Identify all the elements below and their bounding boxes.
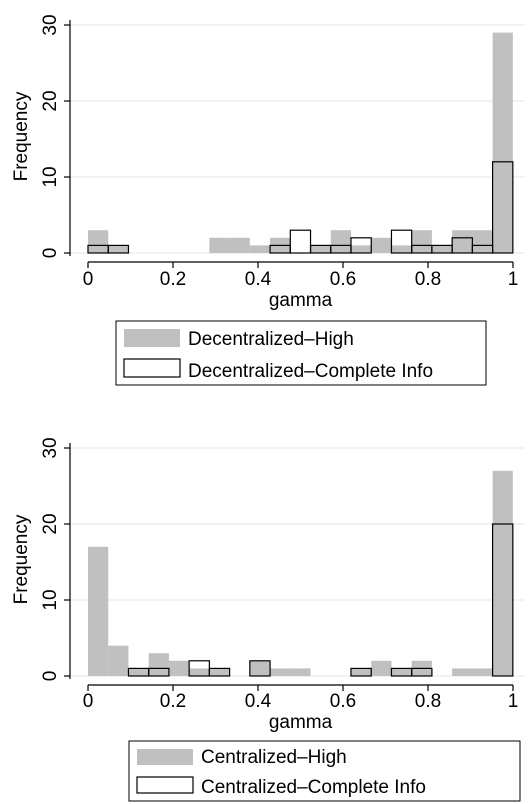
histogram-bar-filled: [310, 245, 331, 253]
histogram-bar-outline: [411, 667, 433, 677]
x-axis-label: gamma: [269, 290, 333, 311]
top-histogram-panel: 0 10 20 30 Frequency 0 0.2 0.4 0.6 0.8 1 gamma Decen…: [11, 14, 525, 386]
histogram-bar-filled: [209, 668, 230, 676]
histogram-bar-filled: [88, 546, 109, 676]
histogram-bar-filled: [472, 230, 493, 253]
x-tick-label: 0.6: [330, 269, 356, 290]
y-tick-label: 10: [40, 166, 61, 187]
legend-swatch-filled: [137, 749, 193, 765]
histogram-bar-outline: [350, 667, 372, 677]
histogram-bar-filled: [492, 32, 513, 253]
histogram-bar-filled: [452, 230, 473, 253]
histogram-bar-filled: [249, 245, 271, 253]
histogram-bar-outline: [249, 660, 271, 677]
x-tick-label: 0.8: [415, 269, 441, 290]
histogram-bar-filled: [108, 245, 129, 253]
y-tick-label: 0: [40, 248, 61, 259]
histogram-bar-filled: [391, 668, 412, 676]
legend-label: Centralized–Complete Info: [201, 777, 426, 798]
histogram-bar-filled: [148, 653, 169, 676]
y-tick-label: 30: [40, 14, 61, 35]
x-tick-label: 0.6: [330, 691, 356, 712]
histogram-bar-filled: [189, 668, 210, 676]
x-tick-label: 0: [83, 691, 94, 712]
histogram-bar-filled: [391, 245, 412, 253]
x-tick-label: 0.8: [415, 691, 441, 712]
legend-label: Decentralized–High: [188, 329, 354, 350]
y-tick-label: 20: [40, 513, 61, 534]
histogram-bar-outline: [107, 244, 130, 254]
histogram-bar-filled: [108, 645, 129, 676]
histogram-bar-filled: [290, 668, 311, 676]
histogram-bar-filled: [350, 668, 372, 676]
histogram-bar-filled: [270, 668, 291, 676]
y-tick-label: 0: [40, 671, 61, 682]
histogram-bar-filled: [249, 660, 271, 676]
histogram-bar-filled: [350, 245, 372, 253]
legend-swatch-outline: [123, 358, 181, 378]
histogram-bar-filled: [472, 668, 493, 676]
histogram-bar-filled: [431, 245, 453, 253]
x-tick-label: 0: [83, 269, 94, 290]
histogram-bar-filled: [229, 237, 250, 253]
histogram-bar-filled: [371, 237, 392, 253]
histogram-bar-filled: [492, 470, 513, 676]
histogram-bar-filled: [209, 237, 230, 253]
histogram-bar-filled: [88, 230, 109, 253]
x-tick-label: 0.4: [245, 269, 272, 290]
x-tick-label: 0.4: [245, 691, 272, 712]
legend: Decentralized–High Decentralized–Complete…: [115, 320, 487, 386]
histogram-bar-filled: [371, 660, 392, 676]
legend-label: Decentralized–Complete Info: [188, 361, 433, 382]
histogram-bar-outline: [350, 237, 372, 254]
histogram-bar-filled: [330, 230, 351, 253]
histogram-bar-outline: [390, 229, 413, 254]
x-tick-label: 0.2: [160, 691, 186, 712]
y-tick-label: 10: [40, 589, 61, 610]
histogram-bar-outline: [208, 667, 231, 677]
y-tick-label: 20: [40, 90, 61, 111]
y-axis-label: Frequency: [11, 91, 32, 181]
histogram-bar-filled: [411, 230, 432, 253]
histogram-bar-outline: [492, 523, 514, 677]
legend-swatch-outline: [136, 776, 194, 794]
legend-swatch-filled: [124, 329, 180, 347]
legend-box: [128, 740, 521, 802]
y-axis-label: Frequency: [11, 514, 32, 604]
histogram-bar-outline: [289, 229, 312, 254]
histogram-bar-outline: [148, 667, 170, 677]
legend-label: Centralized–High: [201, 747, 347, 768]
histogram-bar-filled: [128, 668, 149, 676]
histogram-bar-outline: [492, 161, 514, 254]
x-axis-label: gamma: [269, 712, 333, 733]
x-tick-label: 1: [508, 691, 519, 712]
legend: Centralized–High Centralized–Complete Inf…: [128, 740, 521, 802]
x-tick-label: 1: [508, 269, 519, 290]
y-tick-label: 30: [40, 437, 61, 458]
histogram-bar-filled: [452, 668, 473, 676]
bottom-histogram-panel: 0 10 20 30 Frequency 0 0.2 0.4 0.6 0.8 1 gamma Centr…: [11, 437, 525, 802]
histogram-bar-filled: [168, 660, 190, 676]
x-tick-label: 0.2: [160, 269, 186, 290]
